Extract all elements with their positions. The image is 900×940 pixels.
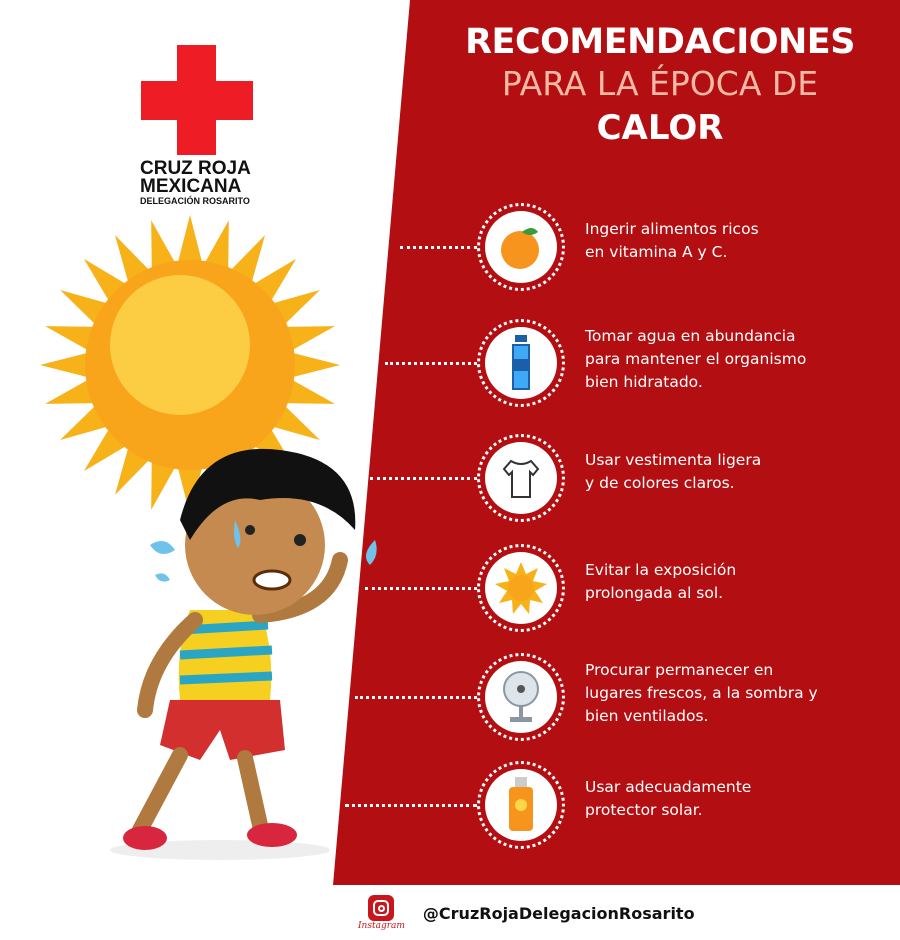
logo-line2: MEXICANA — [140, 176, 242, 197]
recommendation-text: Usar adecuadamente protector solar. — [585, 778, 752, 819]
icon-ring — [477, 434, 565, 522]
tshirt-icon — [485, 442, 557, 514]
logo-line3: DELEGACIÓN ROSARITO — [140, 196, 250, 206]
title-line2: PARA LA ÉPOCA DE — [501, 64, 819, 103]
recommendation-item: Evitar la exposición prolongada al sol. — [0, 538, 900, 638]
fan-icon — [485, 661, 557, 733]
recommendation-item: Procurar permanecer en lugares frescos, … — [0, 647, 900, 747]
dotted-connector — [365, 587, 477, 590]
dotted-connector — [355, 696, 477, 699]
title-line1: RECOMENDACIONES — [465, 22, 855, 62]
instagram-logo[interactable]: Instagram — [358, 895, 405, 931]
icon-ring — [477, 653, 565, 741]
recommendation-text: Ingerir alimentos ricos en vitamina A y … — [585, 220, 759, 261]
sunscreen-icon — [485, 769, 557, 841]
sun-icon — [485, 552, 557, 624]
red-cross-logo — [141, 45, 253, 155]
recommendation-text: Usar vestimenta ligera y de colores clar… — [585, 451, 762, 492]
dotted-connector — [385, 362, 477, 365]
hot-boy-illustration — [110, 448, 377, 860]
dotted-connector — [370, 477, 477, 480]
instagram-icon — [368, 895, 395, 921]
footer: Instagram @CruzRojaDelegacionRosarito — [358, 895, 695, 931]
sun-ray — [177, 215, 203, 266]
recommendation-item: Usar adecuadamente protector solar. — [0, 755, 900, 855]
instagram-label: Instagram — [358, 921, 405, 931]
title-line3: CALOR — [596, 108, 724, 148]
sun-ray — [289, 352, 340, 378]
sun-ray — [177, 464, 203, 515]
orange-icon — [485, 211, 557, 283]
icon-ring — [477, 203, 565, 291]
icon-ring — [477, 544, 565, 632]
sun-ray — [151, 457, 177, 510]
sun-ray — [40, 352, 91, 378]
recommendation-item: Tomar agua en abundancia para mantener e… — [0, 313, 900, 413]
recommendation-item: Ingerir alimentos ricos en vitamina A y … — [0, 197, 900, 297]
recommendation-text: Evitar la exposición prolongada al sol. — [585, 561, 737, 602]
sun-ray — [45, 326, 98, 352]
sun-ray — [203, 220, 229, 273]
sun-ray — [151, 220, 177, 273]
instagram-handle[interactable]: @CruzRojaDelegacionRosarito — [422, 903, 695, 923]
recommendation-text: Tomar agua en abundancia para mantener e… — [585, 326, 807, 391]
recommendation-text: Procurar permanecer en lugares frescos, … — [585, 660, 818, 725]
logo-line1: CRUZ ROJA — [140, 158, 251, 179]
sun-ray — [282, 326, 335, 352]
sun-ray — [282, 378, 335, 404]
icon-ring — [477, 319, 565, 407]
icon-ring — [477, 761, 565, 849]
dotted-connector — [400, 246, 477, 249]
water-bottle-icon — [485, 327, 557, 399]
sun-illustration — [40, 215, 340, 515]
logo-text: CRUZ ROJA MEXICANA DELEGACIÓN ROSARITO — [140, 158, 251, 207]
sun-ray — [45, 378, 98, 404]
recommendation-item: Usar vestimenta ligera y de colores clar… — [0, 428, 900, 528]
dotted-connector — [345, 804, 477, 807]
